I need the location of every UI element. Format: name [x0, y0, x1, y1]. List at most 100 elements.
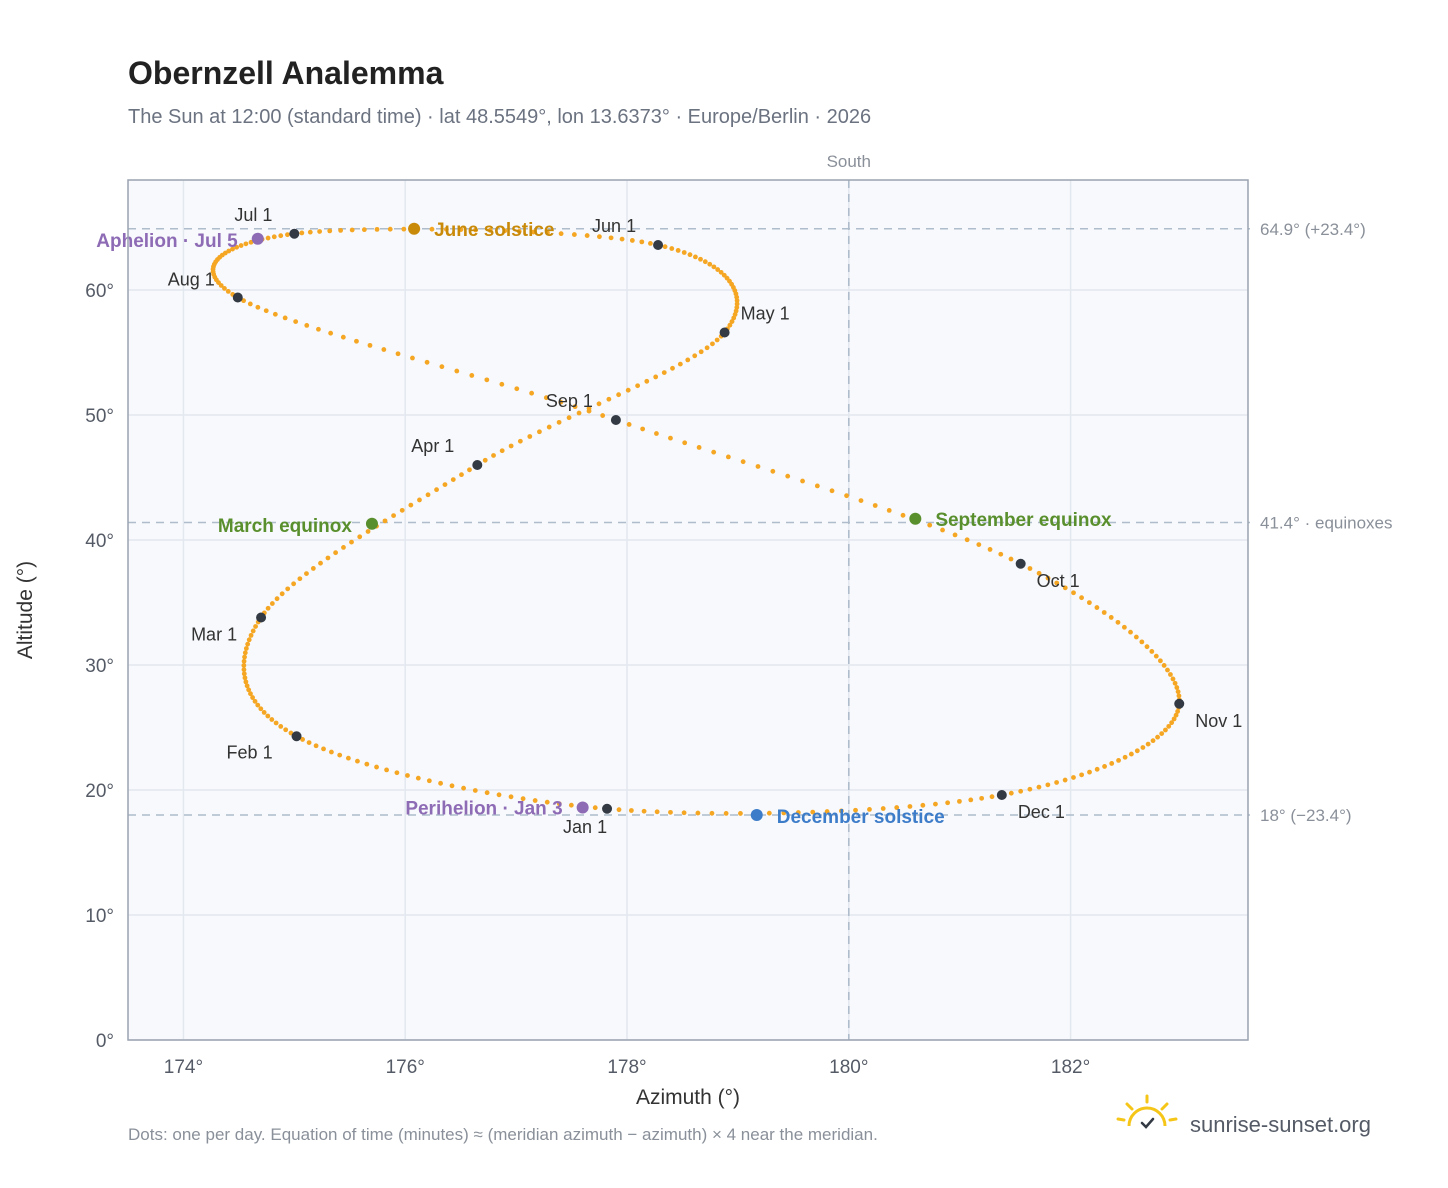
daily-dot [1175, 689, 1181, 695]
daily-dot [1174, 685, 1180, 690]
daily-dot [829, 488, 835, 494]
daily-dot [459, 472, 464, 478]
daily-dot [367, 342, 373, 348]
daily-dot [572, 404, 578, 410]
y-axis-ticks: 0° 10° 20° 30° 40° 50° 60° [85, 281, 114, 1052]
daily-dot [357, 534, 363, 540]
daily-dot [243, 241, 249, 247]
daily-dot [374, 764, 379, 770]
daily-dot [600, 413, 606, 418]
daily-dot [867, 807, 872, 812]
daily-dot [698, 349, 704, 355]
daily-dot [685, 357, 691, 363]
y-tick-label: 40° [85, 531, 114, 552]
daily-dot [964, 537, 970, 543]
daily-dot [709, 810, 715, 816]
daily-dot [1121, 624, 1127, 630]
daily-dot [361, 227, 367, 233]
event-label: Aphelion · Jul 5 [96, 231, 238, 252]
daily-dot [269, 717, 275, 722]
daily-dot [537, 429, 542, 435]
daily-dot [248, 239, 254, 245]
daily-dot [482, 457, 488, 463]
daily-dot [514, 386, 520, 392]
daily-dot [241, 298, 247, 304]
daily-dot [333, 550, 339, 556]
daily-dot [734, 301, 740, 307]
daily-dot [1045, 782, 1051, 788]
daily-dot [886, 508, 892, 513]
daily-dot [1071, 590, 1076, 596]
daily-dot [920, 802, 926, 808]
daily-dot [472, 788, 478, 793]
month-start-dot [610, 415, 621, 425]
daily-dot [755, 464, 761, 469]
daily-dot [516, 229, 522, 234]
daily-dot [1176, 693, 1182, 699]
daily-dot [844, 493, 849, 499]
month-start-dot [289, 228, 300, 239]
daily-dot [957, 798, 962, 804]
daily-dot [766, 810, 772, 816]
daily-dot [1150, 738, 1156, 744]
daily-dot [1062, 585, 1068, 591]
daily-dot [241, 663, 247, 668]
daily-dot [238, 243, 244, 248]
daily-dot [282, 315, 288, 321]
daily-dot [341, 545, 346, 550]
daily-dot [566, 415, 572, 421]
daily-dot [979, 795, 985, 801]
month-start-label: Oct 1 [1037, 571, 1080, 591]
daily-dot [325, 555, 331, 561]
y-tick-label: 10° [85, 906, 114, 927]
daily-dot [278, 233, 284, 239]
daily-dot [1071, 775, 1076, 780]
daily-dot [473, 227, 478, 233]
daily-dot [853, 807, 858, 813]
daily-dot [520, 796, 526, 802]
sun-check-icon [1116, 1094, 1178, 1129]
daily-dot [272, 311, 278, 317]
daily-dot [349, 227, 355, 233]
daily-dot [1128, 629, 1133, 635]
daily-dot [987, 547, 993, 552]
daily-dot [677, 361, 683, 367]
month-start-dot [996, 790, 1007, 800]
daily-dot [1134, 748, 1140, 754]
month-start-dot [256, 612, 267, 623]
daily-dot [648, 241, 653, 246]
daily-dot [425, 492, 431, 498]
daily-dot [291, 581, 297, 587]
daily-dot [454, 368, 460, 374]
daily-dot [250, 628, 256, 634]
daily-dot [727, 322, 733, 328]
daily-dot [443, 226, 449, 232]
daily-dot [387, 226, 393, 232]
daily-dot [1159, 731, 1165, 736]
month-start-label: Mar 1 [191, 625, 237, 645]
daily-dot [900, 512, 906, 518]
month-start-dot [602, 803, 613, 814]
daily-dot [502, 228, 508, 234]
daily-dot [907, 804, 913, 809]
daily-dot [1094, 766, 1100, 772]
daily-dot [721, 272, 727, 278]
daily-dot [271, 234, 277, 240]
daily-dot [695, 810, 701, 816]
daily-dot [531, 229, 536, 235]
daily-dot [487, 227, 493, 233]
daily-dot [838, 808, 844, 814]
daily-dot [316, 326, 321, 332]
daily-dot [1054, 780, 1059, 785]
daily-dot [692, 353, 698, 359]
daily-dot [438, 780, 443, 786]
daily-dot [597, 234, 602, 240]
daily-dot [725, 454, 731, 460]
daily-dot [715, 267, 721, 272]
month-start-dot [232, 292, 243, 303]
daily-dot [234, 244, 240, 250]
daily-dot [723, 811, 729, 816]
daily-dot [669, 246, 675, 251]
y-tick-label: 30° [85, 656, 114, 677]
daily-dot [1173, 712, 1179, 718]
